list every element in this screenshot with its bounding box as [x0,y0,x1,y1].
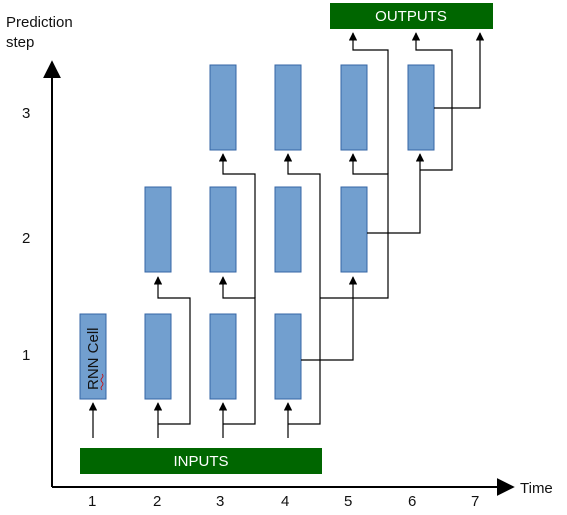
x-tick-2: 2 [153,493,161,510]
rnn-cell-t6-s3 [407,64,435,151]
rnn-cell-t3-s1 [209,313,237,400]
route-t4-to-s2-s3 [283,153,321,425]
y-tick-1: 1 [22,347,30,364]
y-axis-title-line2: step [6,34,34,51]
rnn-cell-t1-s1 [79,313,107,400]
route-t3-to-s3 [218,153,256,298]
output-route-t5 [348,32,389,174]
x-tick-7: 7 [471,493,479,510]
y-tick-3: 3 [22,105,30,122]
spellcheck-underline [100,373,104,391]
rnn-cell-t5-s3 [340,64,368,151]
route-t5s2-to-t6s3 [367,153,425,234]
outputs-banner-label: OUTPUTS [375,8,447,25]
x-tick-6: 6 [408,493,416,510]
x-tick-5: 5 [344,493,352,510]
route-t4s1-to-t5s2 [301,276,358,361]
x-axis-title: Time [520,480,553,497]
x-tick-1: 1 [88,493,96,510]
rnn-cell-t2-s1 [144,313,172,400]
x-tick-3: 3 [216,493,224,510]
rnn-cell-t4-s3 [274,64,302,151]
output-route-t7 [434,32,485,109]
output-route-t6 [411,32,453,171]
rnn-cell-t2-s2 [144,186,172,273]
rnn-cell-t3-s3 [209,64,237,151]
rnn-cell-t5-s2 [340,186,368,273]
y-axis-title-line1: Prediction [6,14,73,31]
inputs-banner-label: INPUTS [173,453,228,470]
route-t2-to-s2 [153,276,191,425]
inputs-banner [80,448,322,474]
rnn-cell-label: RNN Cell [85,327,102,390]
y-tick-2: 2 [22,230,30,247]
x-tick-4: 4 [281,493,289,510]
rnn-cell-t3-s2 [209,186,237,273]
outputs-banner [330,3,493,29]
rnn-cell-t4-s2 [274,186,302,273]
rnn-cell-t4-s1 [274,313,302,400]
